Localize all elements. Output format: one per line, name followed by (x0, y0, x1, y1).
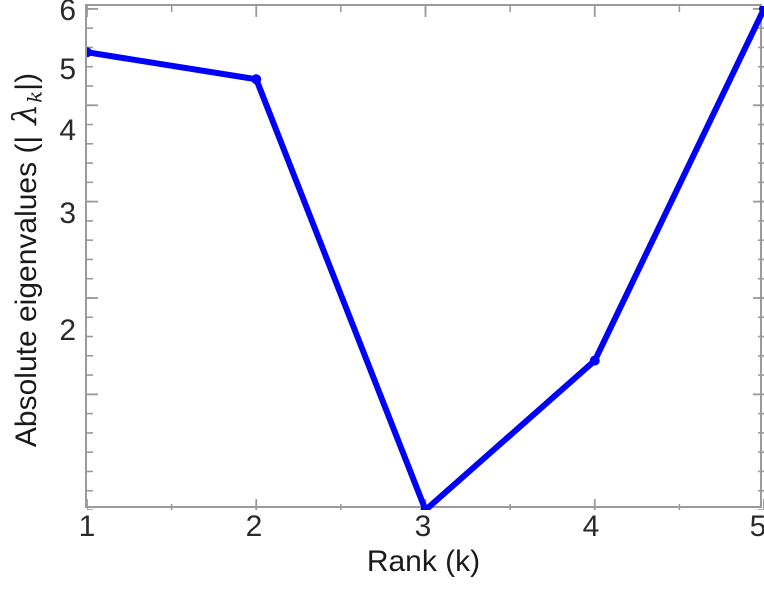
y-tick-label-group: 6 5 4 3 2 (24, 0, 76, 600)
y-tick-label-4: 4 (59, 114, 76, 147)
x-tick-label-3: 3 (414, 510, 432, 543)
y-tick-label-2: 2 (59, 314, 76, 347)
data-point-2 (251, 74, 262, 85)
y-tick-label-5: 5 (59, 53, 76, 86)
x-tick-label-2: 2 (245, 510, 263, 543)
data-point-3 (420, 505, 431, 510)
data-point-1 (87, 47, 92, 58)
y-tick-label-6: 6 (59, 0, 76, 27)
data-series-markers (87, 6, 764, 510)
data-series-line (87, 7, 764, 510)
data-point-4 (589, 355, 600, 366)
y-tick-label-3: 3 (59, 197, 76, 230)
data-point-5 (759, 6, 764, 14)
x-tick-label-5: 5 (749, 510, 764, 543)
plot-svg (87, 6, 764, 510)
major-tick-marks (87, 6, 764, 510)
x-axis-label: Rank (k) (366, 545, 481, 578)
x-tick-label-1: 1 (78, 510, 96, 543)
plot-area (85, 4, 764, 510)
x-tick-label-4: 4 (582, 510, 600, 543)
